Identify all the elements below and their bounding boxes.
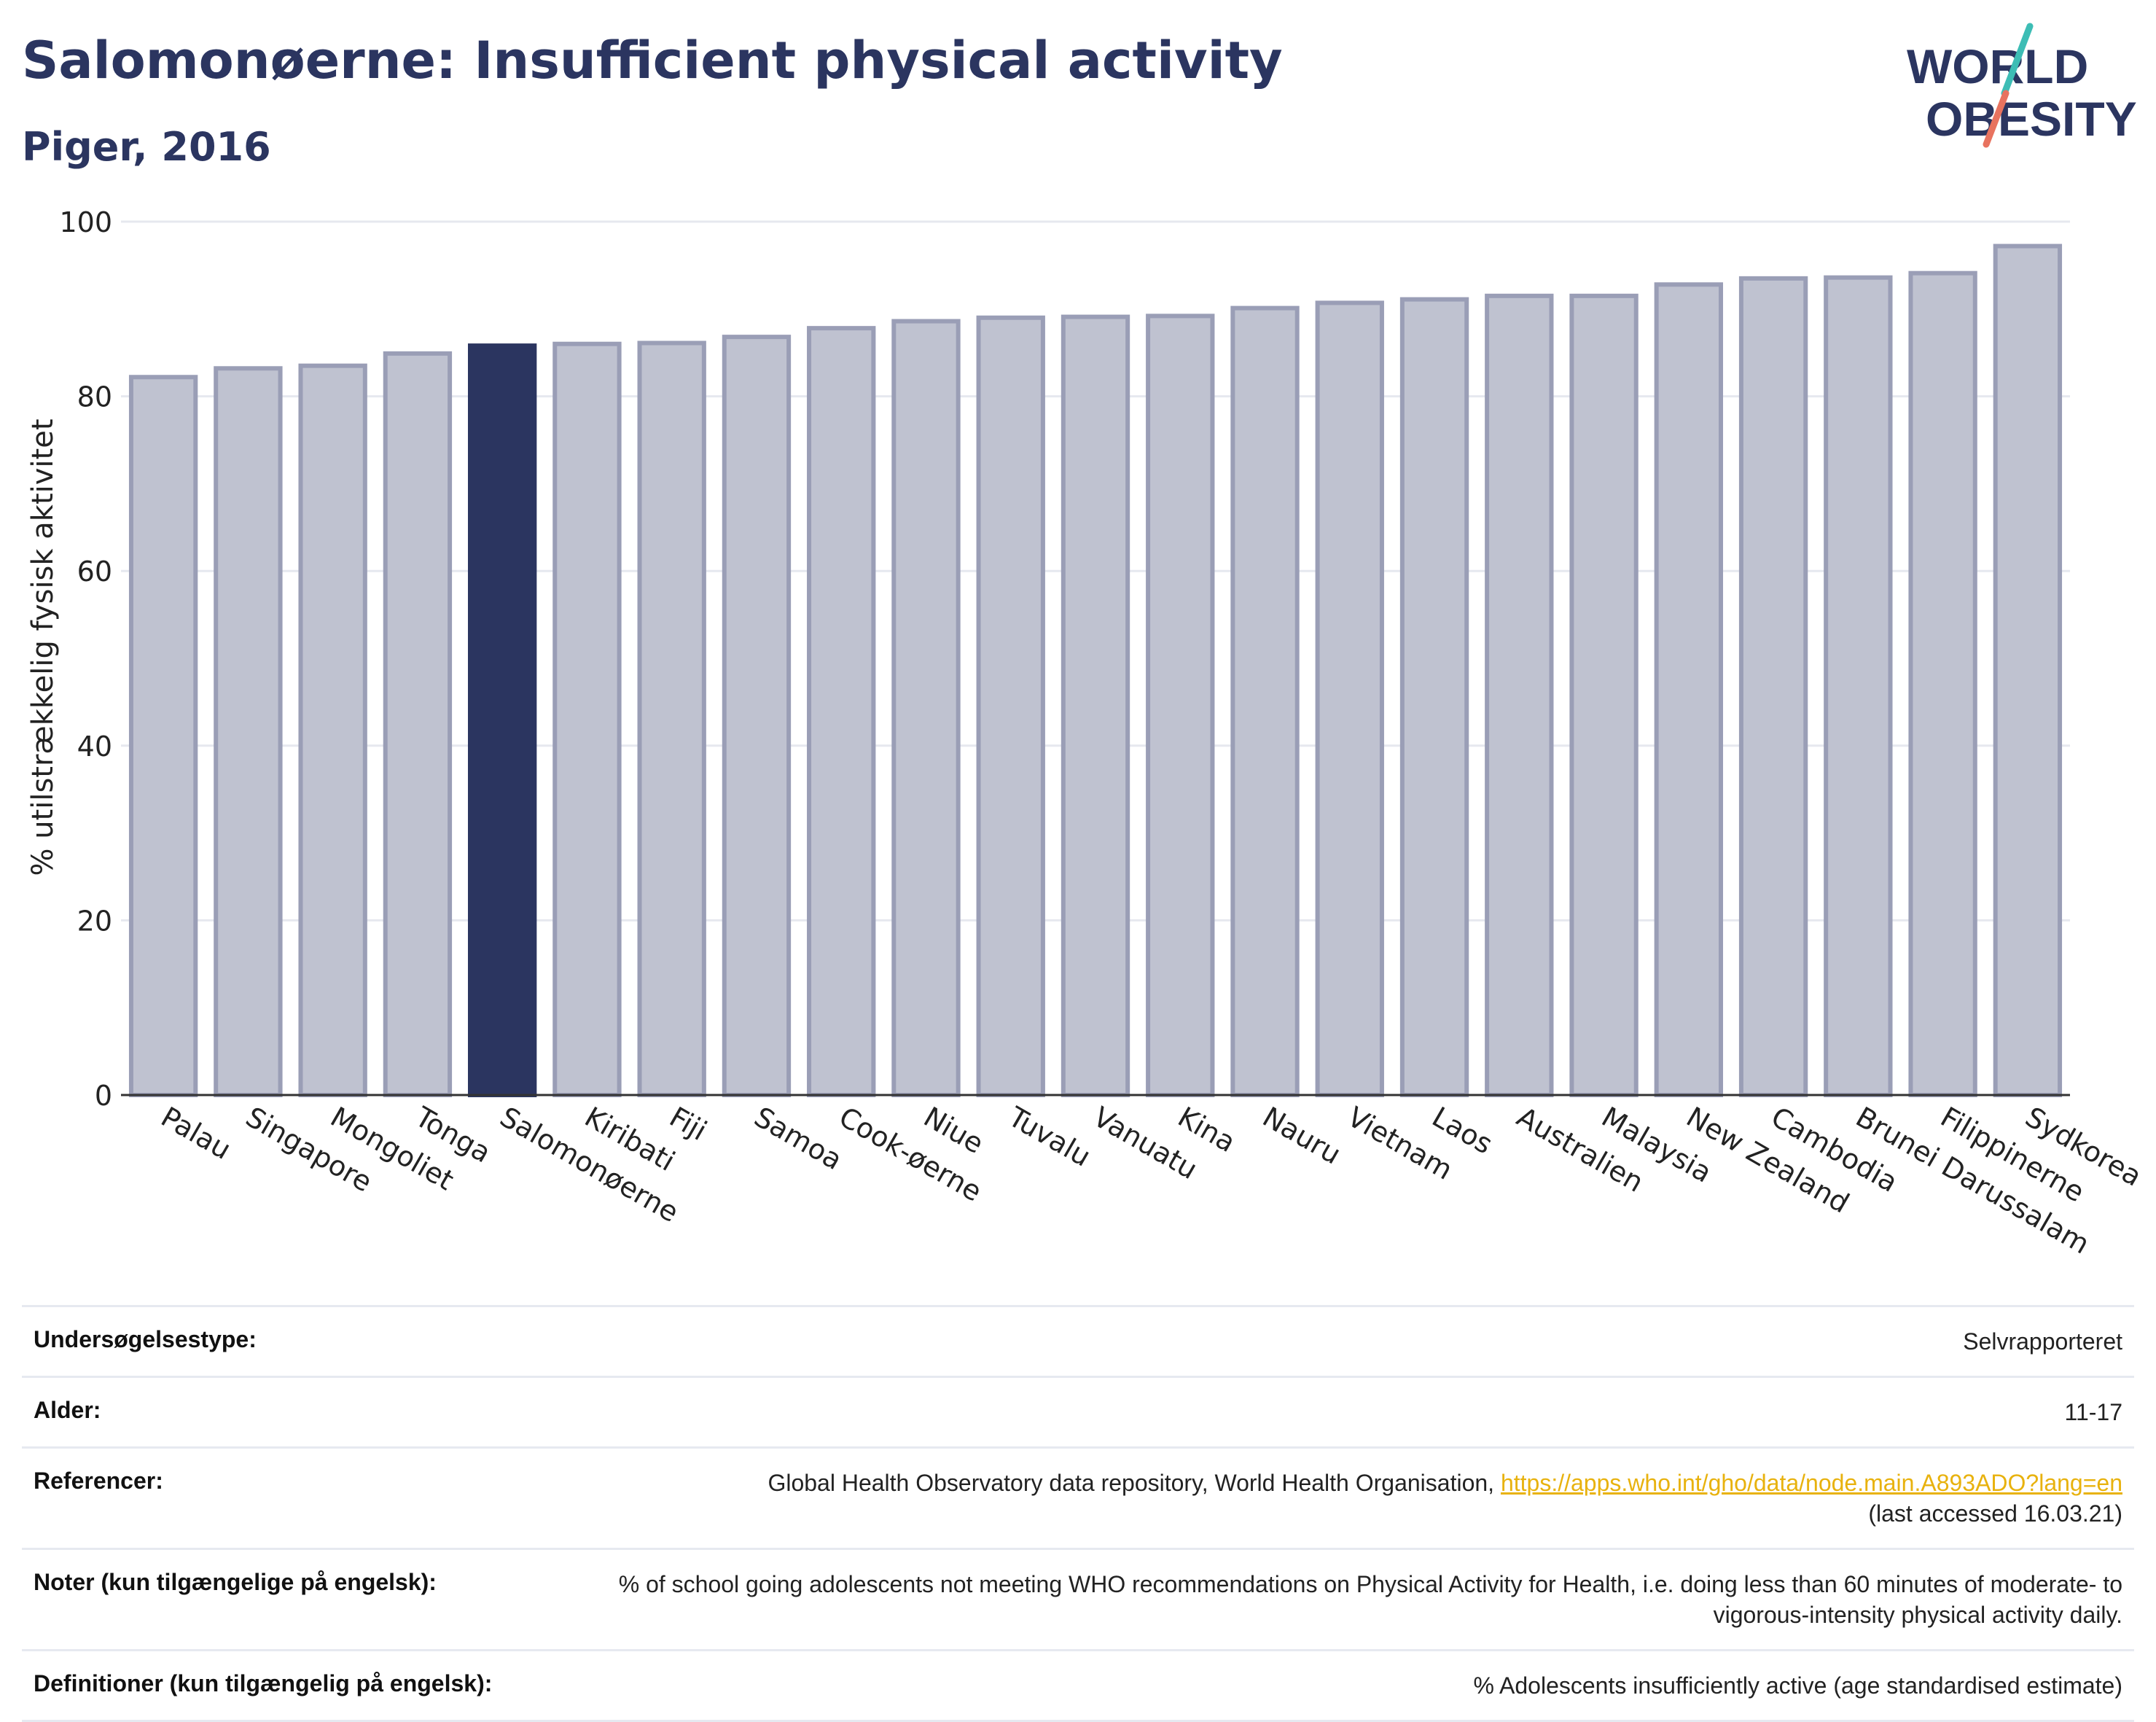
bar-tuvalu [976,315,1045,1097]
bar-filippinerne [1908,270,1977,1097]
x-tick-label: Samoa [749,1101,847,1177]
chart-title: Salomonøerne: Insufficient physical acti… [22,31,1283,90]
bar-new-zealand [1654,282,1724,1098]
bar-fiji [637,340,706,1098]
y-tick-label: 40 [77,731,112,763]
y-tick-labels: 0 20 40 60 80 100 [59,206,112,1112]
survey-type-row: Undersøgelsestype: Selvrapporteret [22,1307,2134,1378]
bar-cook-øerne [807,326,876,1097]
references-accessed: (last accessed 16.03.21) [1868,1500,2122,1527]
definitions-label: Definitioner (kun tilgængelig på engelsk… [34,1670,493,1696]
references-text: Global Health Observatory data repositor… [768,1470,1501,1496]
world-obesity-logo: WORLD OBESITY [1907,23,2137,148]
bar-kiribati [552,341,622,1098]
logo-line-1: WORLD [1907,39,2088,93]
references-value: Global Health Observatory data repositor… [768,1468,2122,1529]
y-tick-label: 80 [77,381,112,413]
bar-mongoliet [298,363,367,1098]
notes-value: % of school going adolescents not meetin… [618,1571,2122,1628]
bar-brunei-darussalam [1824,275,1893,1097]
y-axis-label: % utilstrækkelig fysisk aktivitet [26,418,60,876]
survey-type-value: Selvrapporteret [1963,1328,2122,1355]
notes-label: Noter (kun tilgængelige på engelsk): [34,1569,437,1595]
references-label: Referencer: [34,1468,163,1494]
chart-subtitle: Piger, 2016 [22,124,271,170]
references-row: Referencer: Global Health Observatory da… [22,1449,2134,1550]
definitions-row: Definitioner (kun tilgængelig på engelsk… [22,1651,2134,1722]
age-label: Alder: [34,1397,101,1423]
bar-palau [128,375,198,1097]
references-link[interactable]: https://apps.who.int/gho/data/node.main.… [1500,1470,2122,1496]
bar-kina [1146,313,1215,1097]
x-tick-label: Fiji [664,1101,712,1147]
survey-type-label: Undersøgelsestype: [34,1326,257,1352]
bar-sydkorea [1993,244,2063,1098]
x-tick-label: Nauru [1257,1101,1346,1171]
bar-malaysia [1569,293,1639,1098]
bars [128,244,2063,1098]
bar-chart: 0 20 40 60 80 100 Palau SingaporeMongolietTong… [26,206,2147,1261]
notes-row: Noter (kun tilgængelige på engelsk): % o… [22,1550,2134,1651]
bar-cambodia [1738,276,1808,1097]
logo-slash-coral [1983,90,2009,148]
x-tick-labels: Palau SingaporeMongolietTongaSalomonøerne… [156,1100,2147,1261]
age-value: 11-17 [2064,1399,2122,1425]
x-tick-label: Palau [156,1101,237,1166]
age-row: Alder: 11-17 [22,1378,2134,1449]
bar-australien [1485,293,1554,1098]
bar-singapore [214,366,283,1098]
bar-salomonøerne [467,343,537,1098]
bar-niue [891,319,961,1097]
y-tick-label: 0 [95,1080,112,1112]
x-tick-label: Tuvalu [1002,1100,1095,1173]
bar-vietnam [1315,300,1384,1098]
logo-slash-teal [2001,23,2034,97]
definitions-value: % Adolescents insufficiently active (age… [1473,1672,2122,1699]
bar-samoa [722,335,792,1097]
y-tick-label: 20 [77,905,112,937]
y-tick-label: 60 [77,556,112,588]
logo-line-2: OBESITY [1926,92,2137,146]
bar-laos [1399,297,1469,1098]
info-table: Undersøgelsestype: Selvrapporteret Alder… [22,1305,2134,1722]
y-tick-label: 100 [59,206,112,238]
bar-nauru [1230,305,1300,1097]
bar-tonga [383,351,453,1097]
bar-vanuatu [1061,314,1130,1097]
